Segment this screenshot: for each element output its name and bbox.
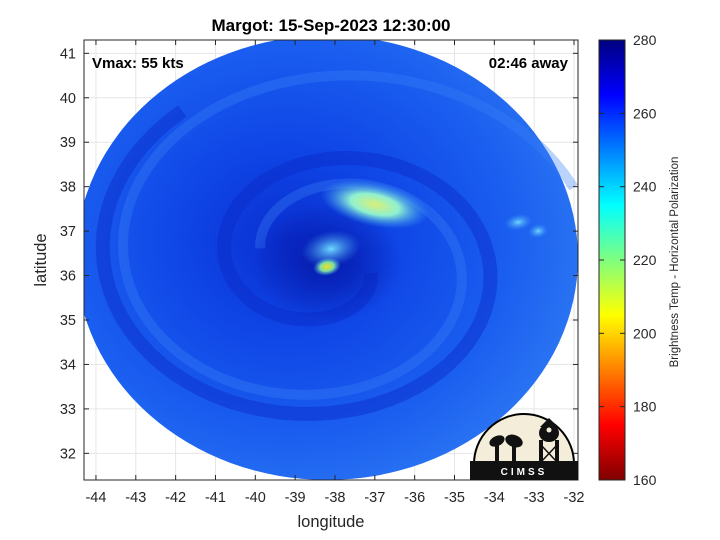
colorbar-tick-label: 220: [633, 252, 657, 268]
rainband-spiral: [95, 105, 498, 421]
x-tick-label: -35: [444, 490, 465, 506]
swath-image: [84, 40, 578, 480]
y-tick-label: 40: [60, 91, 76, 107]
y-axis: 32 33 34 35 36 37 38 39 40 41: [60, 46, 578, 462]
x-tick-label: -39: [285, 490, 306, 506]
x-tick-label: -32: [564, 490, 585, 506]
colorbar-tick-label: 280: [633, 32, 657, 48]
x-tick-label: -43: [125, 490, 146, 506]
x-axis-label: longitude: [298, 513, 365, 531]
colorbar-tick-label: 240: [633, 179, 657, 195]
x-tick-label: -44: [85, 490, 106, 506]
colorbar-tick-label: 260: [633, 105, 657, 121]
y-tick-label: 37: [60, 224, 76, 240]
x-axis: -44 -43 -42 -41 -40 -39 -38 -37 -36 -35 -34 -33 -32: [85, 40, 585, 506]
x-tick-label: -33: [524, 490, 545, 506]
y-tick-label: 41: [60, 46, 76, 62]
colorbar-tick-label: 200: [633, 325, 657, 341]
colorbar-label: Brightness Temp - Horizontal Polarizatio…: [669, 157, 681, 368]
y-tick-label: 35: [60, 313, 76, 329]
y-tick-label: 39: [60, 135, 76, 151]
colorbar-tick-label: 180: [633, 399, 657, 415]
warm-feature: [504, 213, 533, 231]
warm-feature: [313, 257, 341, 276]
x-tick-label: -40: [245, 490, 266, 506]
vmax-annotation: Vmax: 55 kts: [92, 55, 184, 72]
x-tick-label: -38: [324, 490, 345, 506]
logo-text: CIMSS: [501, 467, 548, 478]
y-tick-label: 33: [60, 402, 76, 418]
y-tick-label: 32: [60, 446, 76, 462]
colorbar-tick-label: 160: [633, 472, 657, 488]
x-tick-label: -36: [404, 490, 425, 506]
time-offset-annotation: 02:46 away: [489, 55, 569, 72]
y-tick-label: 38: [60, 180, 76, 196]
x-tick-label: -37: [364, 490, 385, 506]
warm-feature: [528, 224, 549, 239]
x-tick-label: -42: [165, 490, 186, 506]
chart-title: Margot: 15-Sep-2023 12:30:00: [211, 16, 450, 35]
y-tick-label: 36: [60, 269, 76, 285]
y-tick-label: 34: [60, 357, 76, 373]
warm-feature: [320, 180, 429, 229]
cimss-logo: CIMSS: [470, 413, 578, 480]
y-axis-label: latitude: [32, 233, 50, 286]
warm-feature: [301, 230, 361, 268]
axes-frame: [83, 39, 579, 481]
x-tick-label: -41: [205, 490, 226, 506]
colorbar-ticks: 280 260 240 220 200 180 160: [599, 32, 657, 488]
x-tick-label: -34: [484, 490, 505, 506]
